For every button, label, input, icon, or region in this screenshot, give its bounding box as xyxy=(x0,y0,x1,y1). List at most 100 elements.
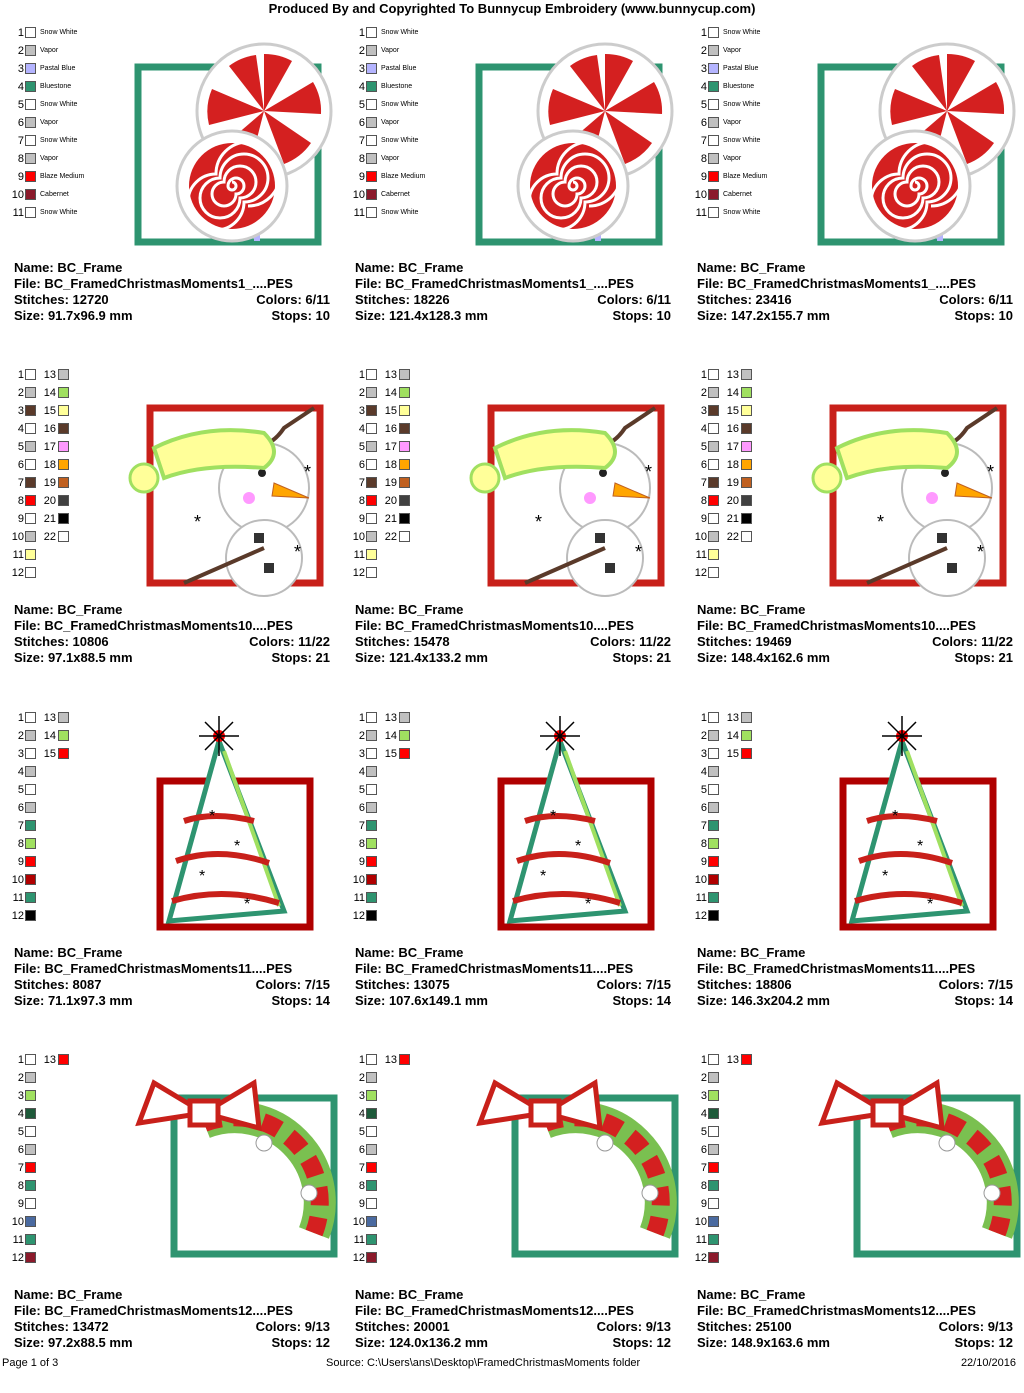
svg-text:*: * xyxy=(194,512,201,532)
color-number: 6 xyxy=(700,117,707,129)
color-swatch xyxy=(366,153,377,164)
color-swatch-row: 7 xyxy=(0,1161,150,1175)
design-stops: Stops: 21 xyxy=(612,650,671,665)
color-swatch xyxy=(708,1072,719,1083)
color-swatch xyxy=(708,441,719,452)
color-swatch xyxy=(25,1144,36,1155)
color-number: 21 xyxy=(726,513,739,525)
color-number: 14 xyxy=(726,730,739,742)
color-swatch xyxy=(25,892,36,903)
design-preview: * * * xyxy=(114,368,344,598)
color-number: 20 xyxy=(726,495,739,507)
color-swatch xyxy=(25,712,36,723)
color-swatch-row: 8 xyxy=(0,1179,150,1193)
color-number: 7 xyxy=(17,1162,24,1174)
color-name: Vapor xyxy=(40,47,59,54)
color-swatch-row: 10 22 xyxy=(341,530,491,544)
color-number: 1 xyxy=(700,369,707,381)
color-number: 13 xyxy=(726,712,739,724)
color-swatch-row: 7 Snow White xyxy=(683,134,833,148)
color-number: 3 xyxy=(358,405,365,417)
color-number: 16 xyxy=(43,423,56,435)
color-swatch-row: 11 Snow White xyxy=(0,206,150,220)
color-swatch xyxy=(366,856,377,867)
design-info: Name: BC_Frame File: BC_FramedChristmasMo… xyxy=(697,945,1013,1009)
page-header: Produced By and Copyrighted To Bunnycup … xyxy=(268,1,756,16)
color-swatch xyxy=(366,99,377,110)
color-swatch-row: 8 20 xyxy=(0,494,150,508)
color-swatch-row: 5 xyxy=(341,783,491,797)
color-number: 5 xyxy=(358,99,365,111)
color-swatch xyxy=(741,748,752,759)
color-swatch-row: 3 15 xyxy=(0,747,150,761)
design-colors: Colors: 6/11 xyxy=(597,292,671,307)
color-swatch-row: 6 18 xyxy=(341,458,491,472)
color-number: 7 xyxy=(17,135,24,147)
color-swatch xyxy=(58,441,69,452)
color-swatch xyxy=(708,477,719,488)
color-number: 15 xyxy=(726,748,739,760)
color-number: 15 xyxy=(43,405,56,417)
color-number: 11 xyxy=(12,549,24,561)
color-swatch xyxy=(708,207,719,218)
design-colors: Colors: 6/11 xyxy=(256,292,330,307)
svg-text:*: * xyxy=(550,808,556,825)
design-stops: Stops: 21 xyxy=(271,650,330,665)
color-swatch xyxy=(708,513,719,524)
design-info: Name: BC_Frame File: BC_FramedChristmasMo… xyxy=(697,260,1013,324)
color-swatch xyxy=(58,423,69,434)
design-card: 1 Snow White 2 Vapor 3 Pastal Blue 4 Bluestone 5… xyxy=(12,26,344,366)
color-number: 8 xyxy=(17,153,24,165)
color-number: 19 xyxy=(43,477,56,489)
design-name: Name: BC_Frame xyxy=(697,1287,806,1302)
color-number: 17 xyxy=(43,441,56,453)
color-number: 15 xyxy=(726,405,739,417)
color-number: 2 xyxy=(358,730,365,742)
design-file: File: BC_FramedChristmasMoments1_....PES xyxy=(355,276,634,291)
color-swatch xyxy=(399,748,410,759)
color-number: 5 xyxy=(358,784,365,796)
design-file: File: BC_FramedChristmasMoments1_....PES xyxy=(697,276,976,291)
color-number: 14 xyxy=(726,387,739,399)
color-swatch-row: 2 Vapor xyxy=(0,44,150,58)
color-swatch-row: 10 Cabernet xyxy=(341,188,491,202)
design-info: Name: BC_Frame File: BC_FramedChristmasMo… xyxy=(697,602,1013,666)
color-swatch-row: 8 xyxy=(683,1179,833,1193)
design-size: Size: 107.6x149.1 mm Stops: 14 xyxy=(355,993,671,1008)
color-swatch-row: 6 Vapor xyxy=(683,116,833,130)
color-name: Pastal Blue xyxy=(381,65,417,72)
design-name: Name: BC_Frame xyxy=(697,260,806,275)
color-number: 2 xyxy=(358,1072,365,1084)
color-swatch xyxy=(708,1198,719,1209)
color-swatch xyxy=(708,1126,719,1137)
design-file: File: BC_FramedChristmasMoments12....PES xyxy=(697,1303,976,1318)
color-swatch-row: 5 Snow White xyxy=(341,98,491,112)
color-swatch xyxy=(708,117,719,128)
color-swatch xyxy=(366,405,377,416)
color-number: 5 xyxy=(17,99,24,111)
color-swatch-row: 11 xyxy=(341,1233,491,1247)
color-swatch xyxy=(399,495,410,506)
color-swatch xyxy=(708,27,719,38)
color-swatch-row: 12 xyxy=(0,1251,150,1265)
color-swatch xyxy=(366,495,377,506)
color-swatch-row: 3 15 xyxy=(341,404,491,418)
design-file: File: BC_FramedChristmasMoments11....PES xyxy=(355,961,634,976)
color-swatch xyxy=(366,549,377,560)
color-number: 4 xyxy=(358,81,365,93)
design-size: Size: 146.3x204.2 mm Stops: 14 xyxy=(697,993,1013,1008)
color-swatch-row: 6 Vapor xyxy=(0,116,150,130)
color-number: 11 xyxy=(12,1234,24,1246)
color-number: 3 xyxy=(17,748,24,760)
color-swatch-row: 12 xyxy=(341,566,491,580)
design-card: 1 13 2 3 4 5 6 7 8 9 10 11 12 Name: BC_Frame File: BC… xyxy=(353,1053,685,1393)
design-card: 1 13 2 14 3 15 4 16 5 17 6 18 7 19 8 20 9 21 10 22 11 12 * * … xyxy=(695,368,1024,708)
color-swatch xyxy=(708,874,719,885)
color-swatch-row: 12 xyxy=(683,1251,833,1265)
color-swatch xyxy=(708,549,719,560)
color-number: 11 xyxy=(12,892,24,904)
design-stops: Stops: 10 xyxy=(954,308,1013,323)
design-card: 1 Snow White 2 Vapor 3 Pastal Blue 4 Bluestone 5… xyxy=(695,26,1024,366)
color-swatch-row: 5 xyxy=(683,1125,833,1139)
color-number: 2 xyxy=(17,730,24,742)
